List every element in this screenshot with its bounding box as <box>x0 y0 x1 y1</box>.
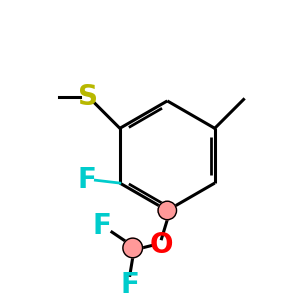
Text: F: F <box>92 212 111 240</box>
Circle shape <box>123 238 142 258</box>
Text: S: S <box>78 82 98 111</box>
Text: F: F <box>120 272 139 299</box>
Circle shape <box>158 201 176 220</box>
Text: O: O <box>150 231 173 259</box>
Text: F: F <box>77 166 96 194</box>
